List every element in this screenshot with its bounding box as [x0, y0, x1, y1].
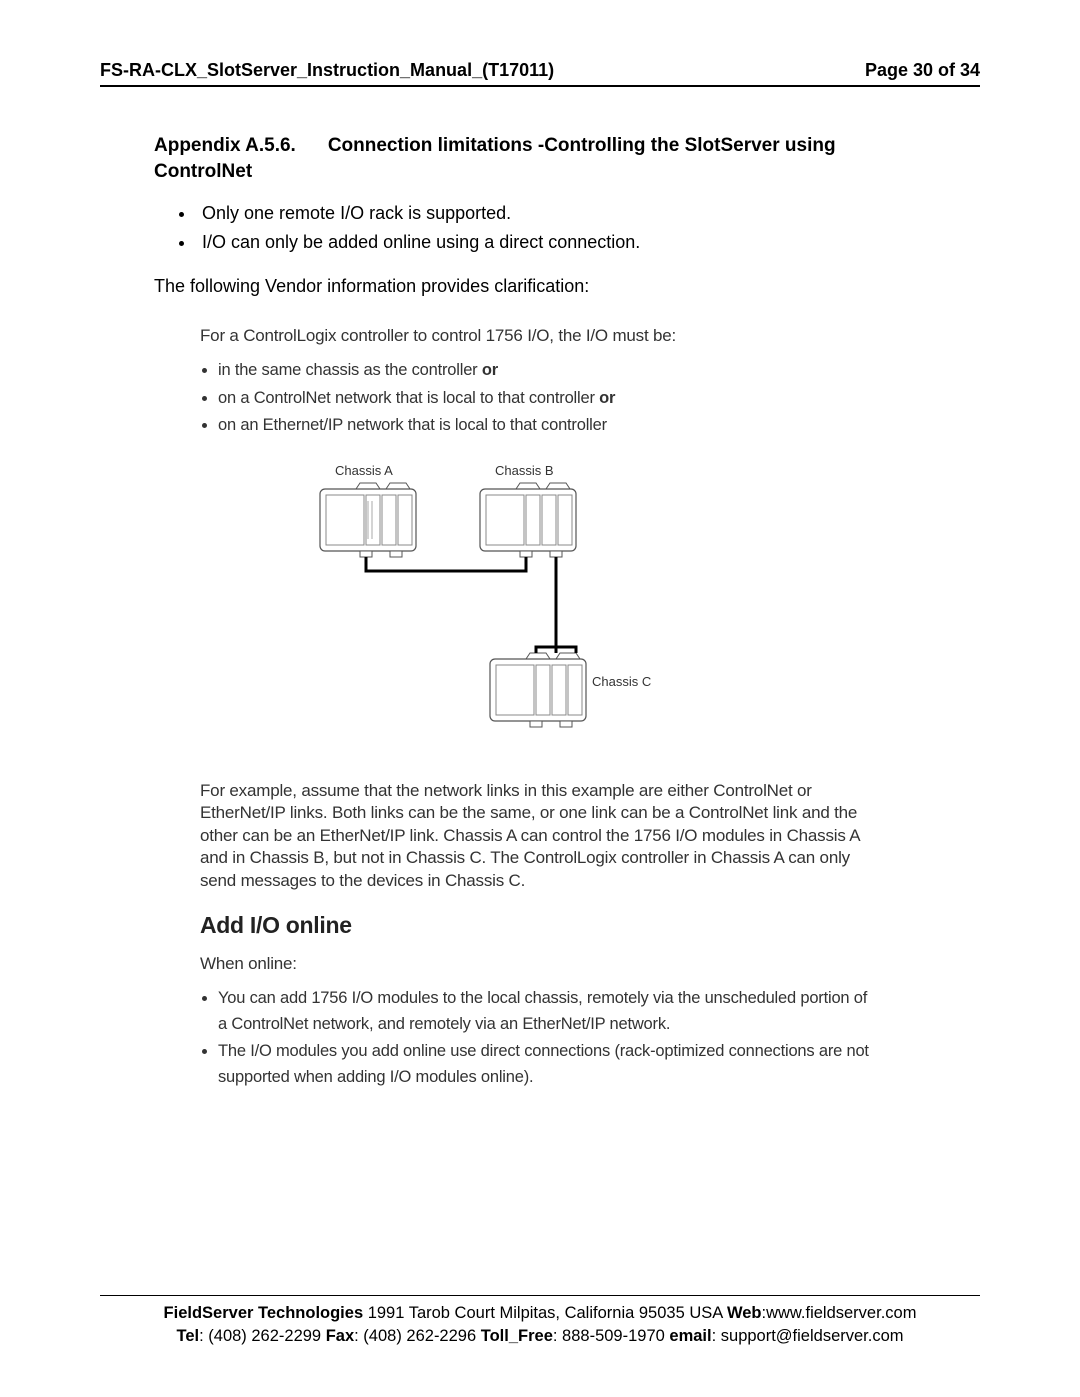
section-heading: Appendix A.5.6. Connection limitations -C… [154, 133, 980, 184]
doc-title: FS-RA-CLX_SlotServer_Instruction_Manual_… [100, 60, 554, 81]
vendor-req-list: in the same chassis as the controller or… [200, 358, 880, 439]
list-item: You can add 1756 I/O modules to the loca… [218, 986, 880, 1037]
list-item: I/O can only be added online using a dir… [196, 229, 980, 256]
vendor-intro: For a ControlLogix controller to control… [200, 325, 880, 348]
clarification-intro: The following Vendor information provide… [154, 276, 980, 297]
wire-ab [366, 557, 526, 571]
page-footer: FieldServer Technologies 1991 Tarob Cour… [100, 1295, 980, 1347]
document-page: FS-RA-CLX_SlotServer_Instruction_Manual_… [0, 0, 1080, 1397]
section-title-line2: ControlNet [154, 159, 980, 185]
list-item: in the same chassis as the controller or [218, 358, 880, 384]
when-online-text: When online: [200, 953, 880, 976]
chassis-a-label: Chassis A [335, 463, 393, 478]
list-item: on an Ethernet/IP network that is local … [218, 413, 880, 439]
page-header: FS-RA-CLX_SlotServer_Instruction_Manual_… [100, 60, 980, 87]
chassis-b-label: Chassis B [495, 463, 554, 478]
list-item: on a ControlNet network that is local to… [218, 386, 880, 412]
page-number: Page 30 of 34 [865, 60, 980, 81]
section-number: Appendix A.5.6. [154, 133, 296, 159]
wire-bc [536, 557, 576, 653]
footer-line1: FieldServer Technologies 1991 Tarob Cour… [100, 1302, 980, 1324]
chassis-diagram: Chassis A Chassis B Chassis C [260, 461, 680, 756]
vendor-info-block: For a ControlLogix controller to control… [200, 325, 880, 1090]
list-item: The I/O modules you add online use direc… [218, 1039, 880, 1090]
add-io-heading: Add I/O online [200, 912, 880, 939]
list-item: Only one remote I/O rack is supported. [196, 200, 980, 227]
chassis-c-icon [490, 653, 586, 727]
chassis-a-icon [320, 483, 416, 557]
chassis-c-label: Chassis C [592, 674, 651, 689]
online-bullet-list: You can add 1756 I/O modules to the loca… [200, 986, 880, 1090]
chassis-b-icon [480, 483, 576, 557]
footer-line2: Tel: (408) 262-2299 Fax: (408) 262-2296 … [100, 1325, 980, 1347]
vendor-example-para: For example, assume that the network lin… [200, 780, 880, 892]
section-title-line1: Connection limitations -Controlling the … [328, 135, 836, 156]
main-bullet-list: Only one remote I/O rack is supported. I… [100, 200, 980, 256]
